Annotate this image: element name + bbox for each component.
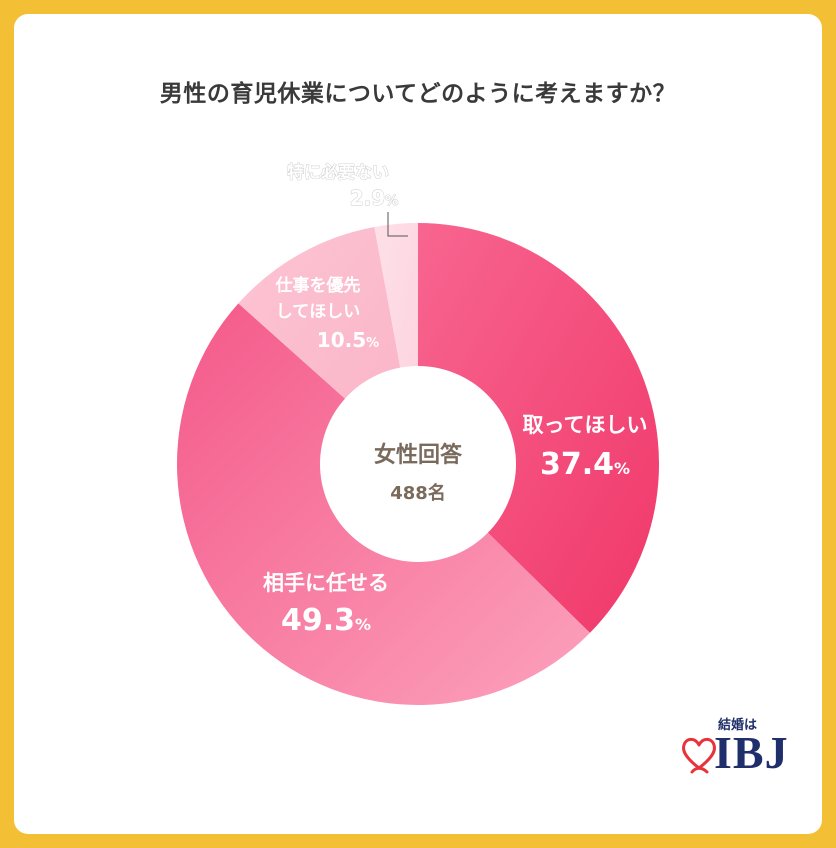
slice-label-torite: 取ってほしい [523,413,648,437]
slice-value-torite: 37.4% [540,447,630,482]
ibj-logo: 結婚は IBJ [680,712,790,792]
center-count: 488名 [390,482,446,504]
slice-label-shigoto-2: してほしい [276,302,361,322]
chart-title: 男性の育児休業についてどのように考えますか？ [159,81,677,107]
donut-hole [320,366,516,562]
slice-value-fuyou: 2.9% [350,186,398,210]
center-label: 女性回答 [374,442,463,468]
slice-label-fuyou: 特に必要ない [287,162,389,183]
slice-label-shigoto-1: 仕事を優先 [275,275,361,296]
logo-brand: IBJ [714,727,789,778]
slice-value-makaseru: 49.3% [281,603,371,638]
slice-torite [418,223,659,633]
slice-value-shigoto: 10.5% [317,328,379,352]
leader-line-fuyou [387,212,408,237]
heart-icon [682,737,716,774]
logo-tagline: 結婚は [718,718,758,733]
slice-label-makaseru: 相手に任せる [263,571,389,595]
